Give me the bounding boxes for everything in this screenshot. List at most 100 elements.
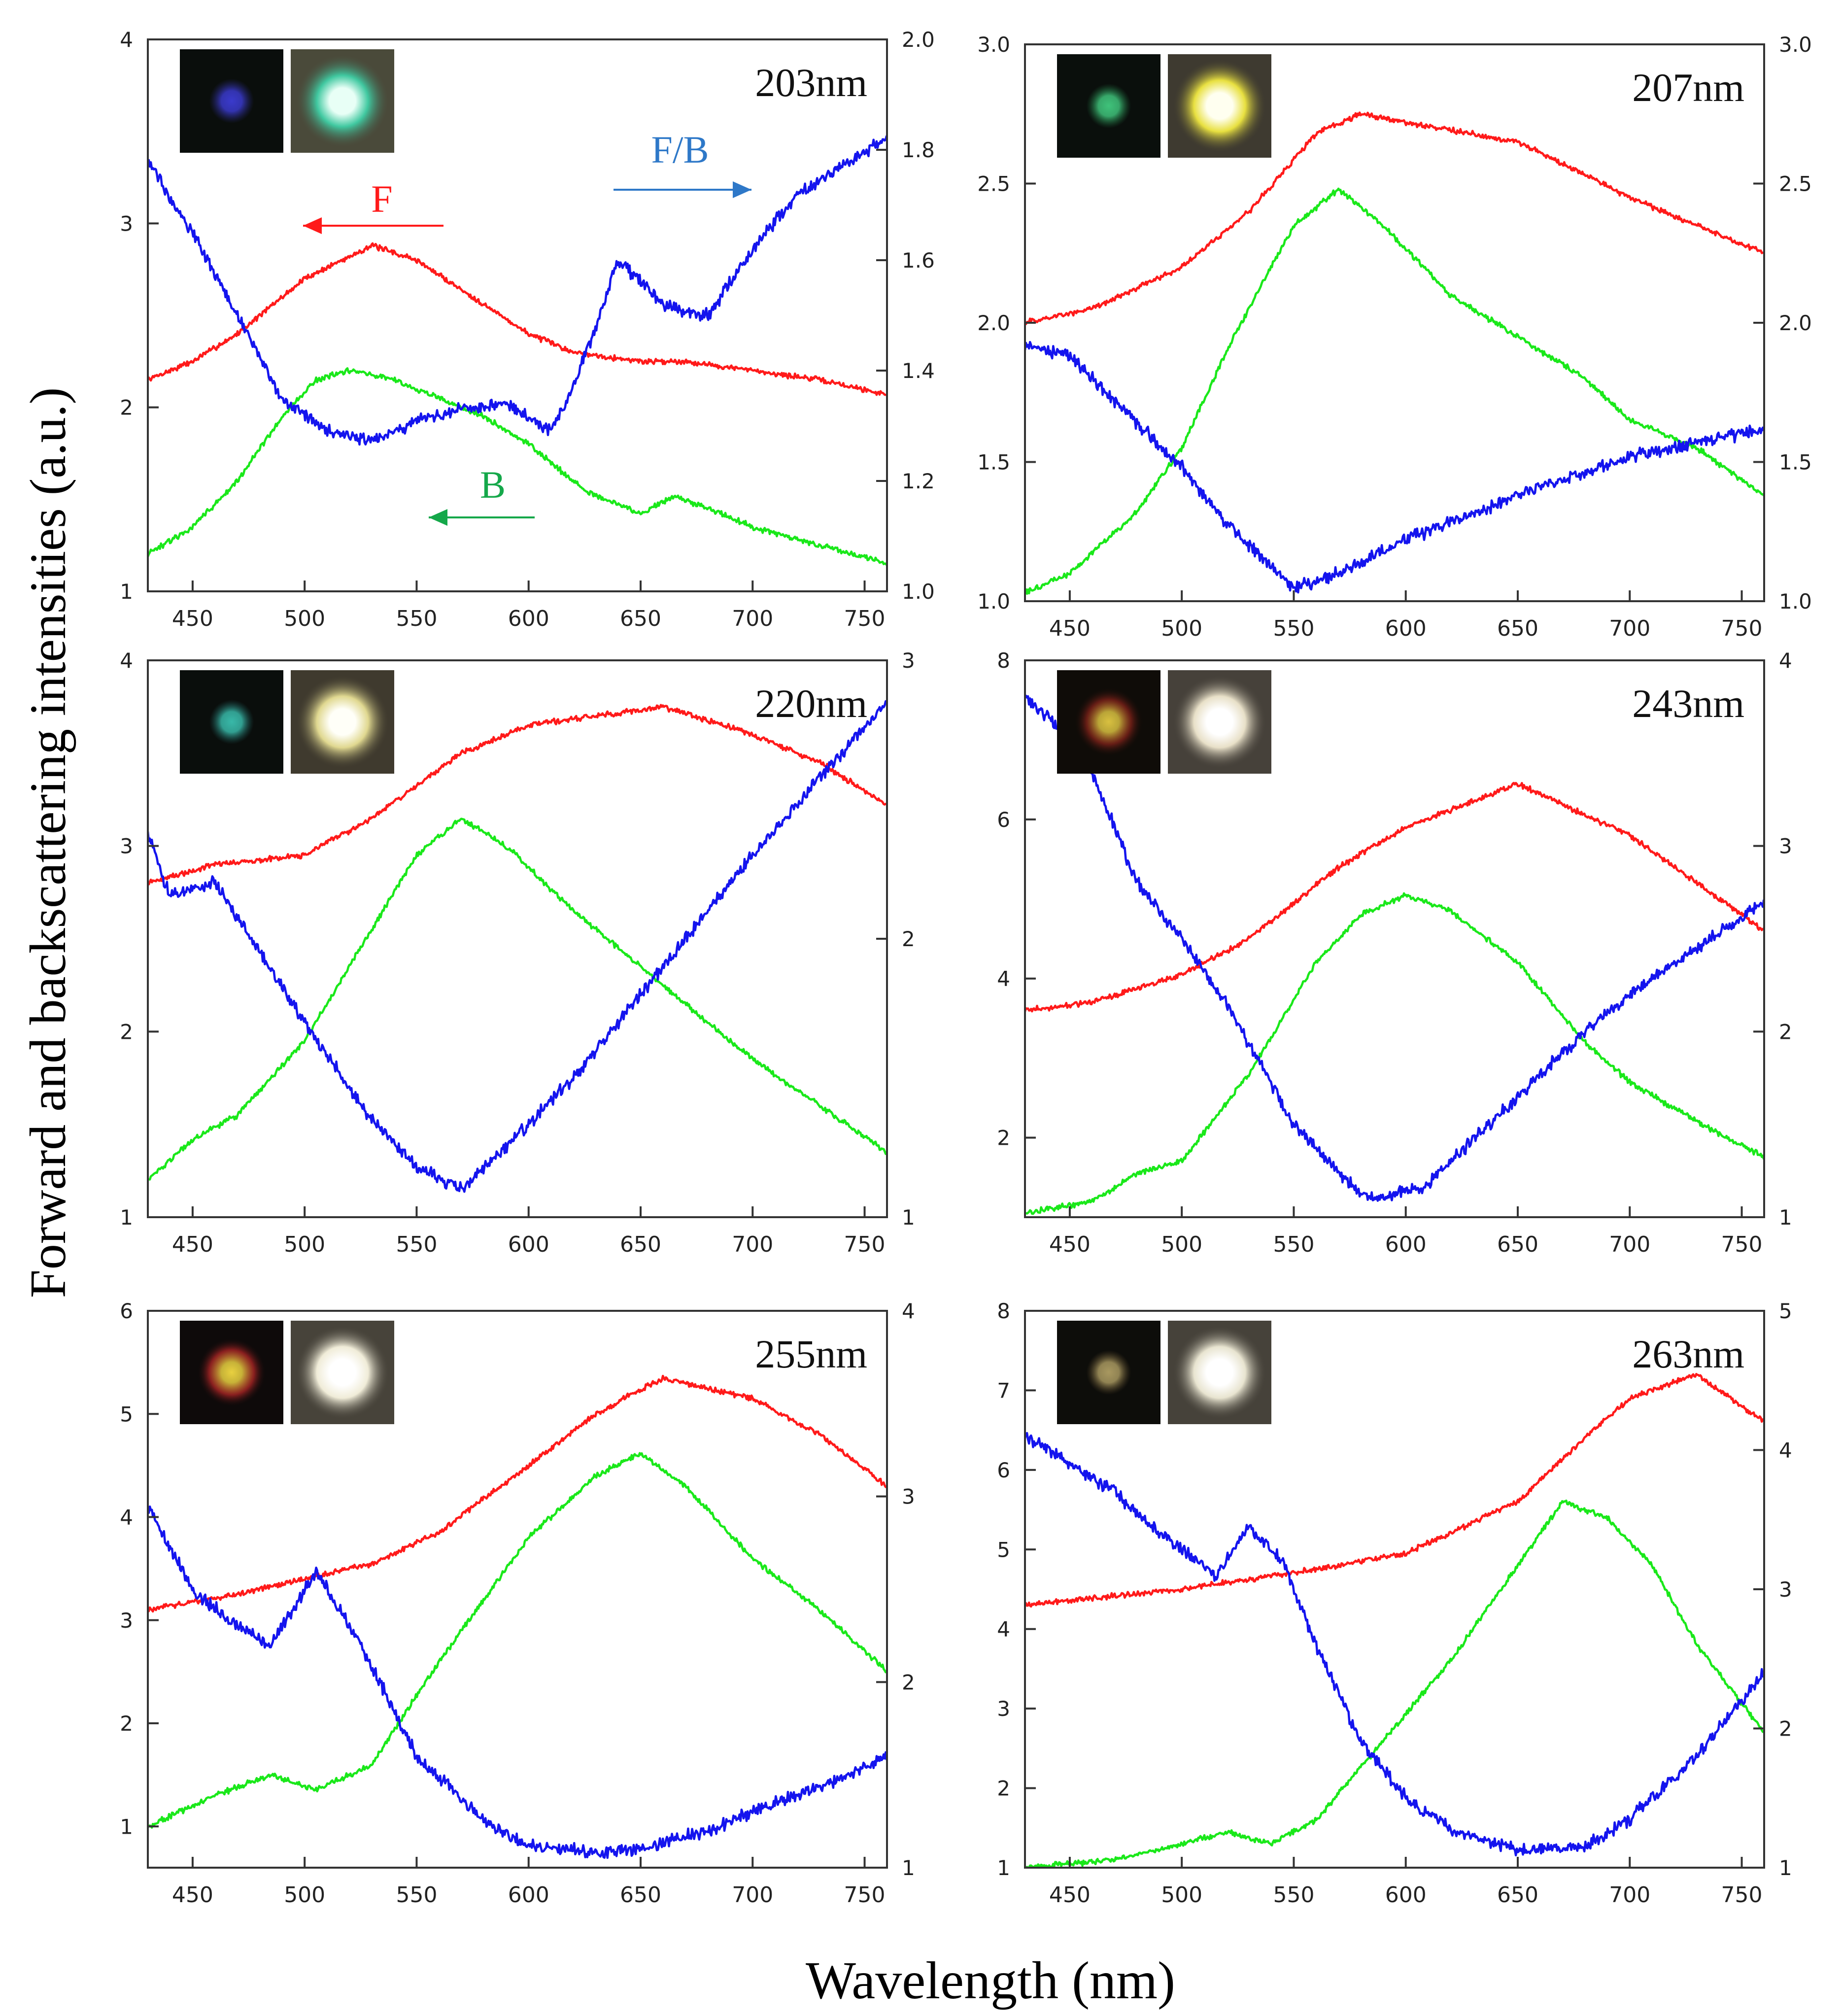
forward-image: [291, 49, 394, 153]
x-tick-label: 750: [1721, 616, 1763, 641]
y2-tick-label: 1.2: [902, 469, 935, 493]
x-tick-label: 500: [1161, 1232, 1202, 1257]
y2-tick-label: 4: [1779, 649, 1792, 673]
series-b-line: [1025, 892, 1764, 1215]
backscatter-image: [1057, 670, 1160, 774]
y2-tick-label: 2: [1779, 1020, 1792, 1044]
x-tick-label: 750: [844, 1882, 886, 1908]
x-tick-label: 700: [732, 1882, 773, 1908]
series-f-line: [148, 1374, 887, 1613]
x-tick-label: 650: [1497, 1882, 1538, 1908]
x-tick-label: 450: [172, 1882, 213, 1908]
x-tick-label: 700: [1609, 616, 1650, 641]
y-tick-label: 3: [120, 834, 133, 858]
y-tick-label: 7: [997, 1378, 1010, 1402]
y2-tick-label: 1: [1779, 1205, 1792, 1230]
series-f-line: [1025, 782, 1764, 1013]
series-b-line: [148, 818, 887, 1181]
forward-image: [1168, 1321, 1271, 1424]
y2-tick-label: 1.4: [902, 359, 935, 383]
chart-panel: 450 500 550 600 650 700 750 1 2 3 4 5 6 7 8 1 2 3 4 5 263nm: [997, 1299, 1792, 1908]
backscatter-image: [1057, 54, 1160, 158]
y2-tick-label: 4: [1779, 1438, 1792, 1463]
x-tick-label: 650: [620, 1882, 661, 1908]
series-fb-line: [148, 135, 887, 446]
x-tick-label: 600: [508, 1882, 549, 1908]
y-axis-label: Forward and backscattering intensities (…: [20, 387, 76, 1298]
y-tick-label: 4: [120, 649, 133, 673]
annotation-label: F/B: [651, 128, 709, 171]
arrow-head: [429, 509, 447, 526]
y2-tick-label: 1: [902, 1856, 915, 1880]
chart-panel: 450 500 550 600 650 700 750 1 2 3 4 1.0 1.2 1.4 1.6 1.8…: [120, 28, 935, 631]
chart-panel: 450 500 550 600 650 700 750 1.0 1.5 2.0 2.5 3.0 1.0 1…: [977, 33, 1812, 641]
y2-tick-label: 2.0: [902, 28, 935, 52]
annotation-f: F: [303, 177, 443, 234]
y2-tick-label: 4: [902, 1299, 915, 1323]
annotation-label: F: [371, 177, 392, 220]
y-tick-label: 2: [120, 1020, 133, 1044]
y2-tick-label: 2.0: [1779, 311, 1812, 335]
y-tick-label: 2: [120, 396, 133, 420]
y2-tick-label: 1.6: [902, 248, 935, 273]
panel-title: 255nm: [755, 1332, 867, 1376]
x-tick-label: 650: [1497, 1232, 1538, 1257]
series-b-line: [148, 1452, 887, 1829]
y2-tick-label: 3.0: [1779, 33, 1812, 57]
y-tick-label: 2: [997, 1777, 1010, 1801]
y2-tick-label: 1: [1779, 1856, 1792, 1880]
y2-tick-label: 5: [1779, 1299, 1792, 1323]
series-f-line: [1025, 1372, 1764, 1608]
x-tick-label: 700: [732, 606, 773, 631]
x-tick-label: 650: [1497, 616, 1538, 641]
series-fb-line: [1025, 1432, 1764, 1857]
x-tick-label: 650: [620, 1232, 661, 1257]
y-tick-label: 3.0: [977, 33, 1010, 57]
x-tick-label: 750: [844, 1232, 886, 1257]
y-tick-label: 4: [997, 1617, 1010, 1641]
x-tick-label: 550: [396, 606, 437, 631]
series-fb-line: [1025, 694, 1764, 1202]
y-tick-label: 6: [997, 1458, 1010, 1482]
plot-frame: [147, 1310, 888, 1869]
x-tick-label: 750: [1721, 1882, 1763, 1908]
x-tick-label: 500: [284, 606, 325, 631]
y-tick-label: 1.0: [977, 589, 1010, 614]
y2-tick-label: 2: [902, 1670, 915, 1694]
forward-image: [1168, 670, 1271, 774]
y-tick-label: 2.5: [977, 172, 1010, 196]
x-tick-label: 500: [284, 1882, 325, 1908]
x-tick-label: 600: [1385, 1882, 1427, 1908]
x-tick-label: 750: [1721, 1232, 1763, 1257]
y2-tick-label: 2: [902, 927, 915, 951]
x-tick-label: 700: [1609, 1232, 1650, 1257]
y-tick-label: 3: [997, 1697, 1010, 1721]
y-tick-label: 6: [997, 808, 1010, 832]
y-tick-label: 5: [120, 1402, 133, 1426]
y-tick-label: 8: [997, 649, 1010, 673]
chart-panel: 450 500 550 600 650 700 750 1 2 3 4 1 2 3 220nm: [120, 649, 915, 1257]
y2-tick-label: 1.5: [1779, 450, 1812, 475]
x-tick-label: 500: [1161, 616, 1202, 641]
x-tick-label: 600: [508, 606, 549, 631]
y-tick-label: 3: [120, 1608, 133, 1633]
arrow-head: [733, 181, 751, 198]
y2-tick-label: 3: [1779, 1577, 1792, 1602]
y-tick-label: 2: [120, 1711, 133, 1736]
series-fb-line: [148, 700, 887, 1193]
series-f-line: [1025, 111, 1764, 325]
y-tick-label: 3: [120, 211, 133, 236]
x-tick-label: 450: [172, 606, 213, 631]
y-tick-label: 1: [997, 1856, 1010, 1880]
series-b-line: [1025, 1499, 1764, 1868]
x-tick-label: 450: [1049, 1232, 1091, 1257]
x-tick-label: 450: [172, 1232, 213, 1257]
annotation-b: B: [429, 463, 535, 526]
y2-tick-label: 1: [902, 1205, 915, 1230]
y2-tick-label: 3: [902, 1485, 915, 1509]
x-tick-label: 450: [1049, 616, 1091, 641]
backscatter-image: [180, 670, 283, 774]
forward-image: [291, 670, 394, 774]
y-tick-label: 4: [997, 967, 1010, 991]
y-tick-label: 1: [120, 1814, 133, 1839]
